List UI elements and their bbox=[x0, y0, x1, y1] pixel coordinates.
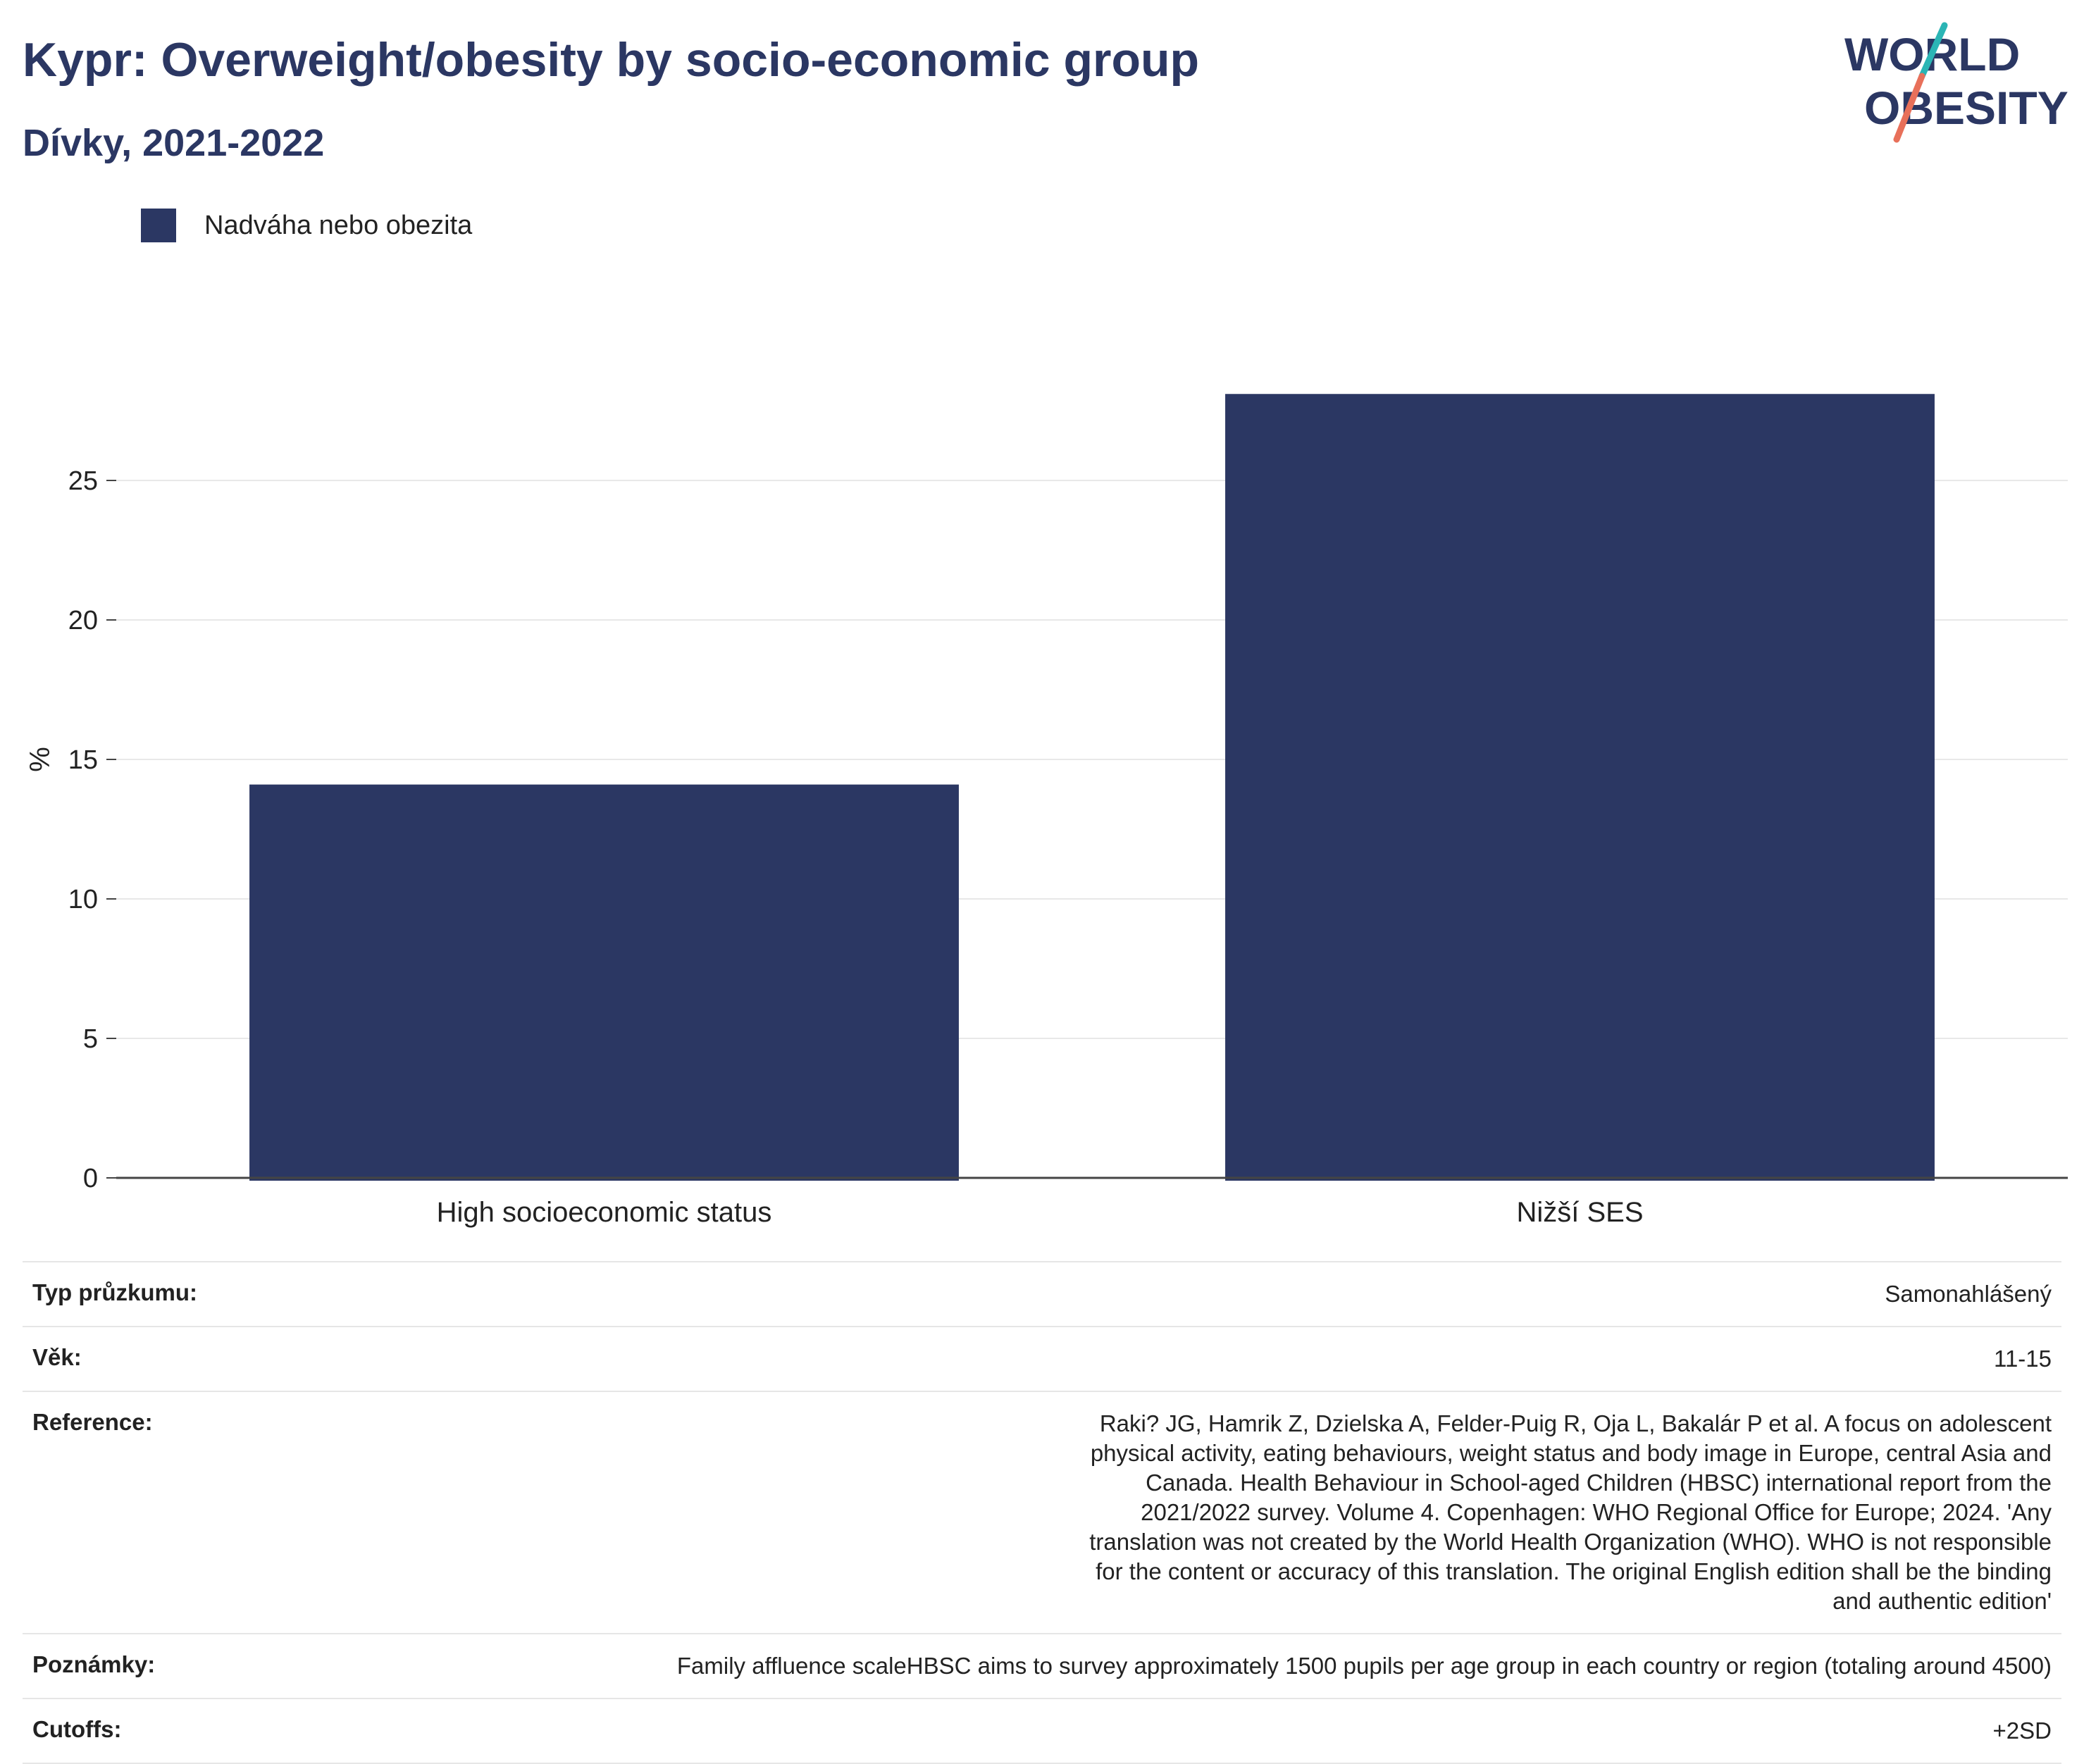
meta-row-cutoffs: Cutoffs: +2SD bbox=[23, 1698, 2061, 1764]
meta-value: Samonahlášený bbox=[535, 1261, 2061, 1327]
legend-label: Nadváha nebo obezita bbox=[204, 210, 473, 240]
chart-subtitle: Dívky, 2021-2022 bbox=[23, 122, 325, 164]
meta-key: Cutoffs: bbox=[23, 1698, 535, 1764]
y-tick-label: 20 bbox=[68, 606, 98, 635]
meta-row-age: Věk: 11-15 bbox=[23, 1326, 2061, 1391]
metadata-table: Typ průzkumu: Samonahlášený Věk: 11-15 R… bbox=[23, 1261, 2061, 1764]
meta-row-survey-type: Typ průzkumu: Samonahlášený bbox=[23, 1261, 2061, 1327]
meta-row-notes: Poznámky: Family affluence scaleHBSC aim… bbox=[23, 1633, 2061, 1698]
y-tick-label: 10 bbox=[68, 885, 98, 914]
meta-value: Family affluence scaleHBSC aims to surve… bbox=[535, 1633, 2061, 1698]
x-tick-label: Nižší SES bbox=[1516, 1197, 1643, 1228]
chart-title: Kypr: Overweight/obesity by socio-econom… bbox=[23, 33, 1200, 87]
y-tick-label: 15 bbox=[68, 745, 98, 775]
logo-line2: OBESITY bbox=[1864, 82, 2069, 134]
bar-chart: 0 5 10 15 20 25% High socioeconomic status Nižš… bbox=[25, 394, 2068, 1228]
meta-key: Reference: bbox=[23, 1391, 535, 1634]
meta-value: Raki? JG, Hamrik Z, Dzielska A, Felder-P… bbox=[535, 1391, 2061, 1634]
chart-legend: Nadváha nebo obezita bbox=[141, 209, 472, 242]
meta-row-reference: Reference: Raki? JG, Hamrik Z, Dzielska … bbox=[23, 1391, 2061, 1634]
bar bbox=[249, 784, 959, 1181]
meta-key: Typ průzkumu: bbox=[23, 1261, 535, 1327]
legend-swatch bbox=[141, 209, 176, 242]
y-tick-label: 5 bbox=[83, 1024, 98, 1054]
y-tick-label: 0 bbox=[83, 1164, 98, 1193]
meta-value: +2SD bbox=[535, 1698, 2061, 1764]
bar bbox=[1225, 394, 1935, 1181]
world-obesity-logo: WORLD OBESITY bbox=[1844, 22, 2069, 143]
meta-key: Věk: bbox=[23, 1326, 535, 1391]
meta-value: 11-15 bbox=[535, 1326, 2061, 1391]
meta-key: Poznámky: bbox=[23, 1633, 535, 1698]
y-tick-label: 25 bbox=[68, 466, 98, 496]
x-tick-label: High socioeconomic status bbox=[437, 1197, 772, 1228]
y-axis-label: % bbox=[25, 747, 56, 772]
